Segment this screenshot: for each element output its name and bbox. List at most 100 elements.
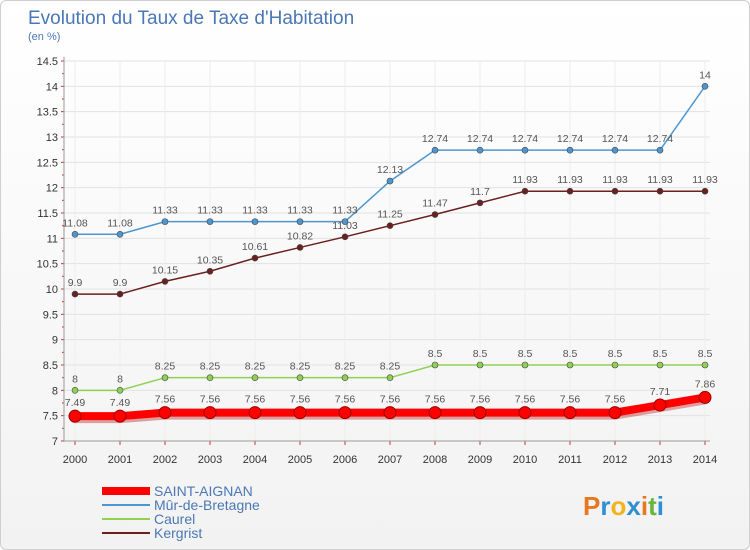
y-tick-label: 8.5	[43, 360, 58, 372]
data-label: 7.56	[245, 394, 266, 406]
data-point	[71, 387, 79, 394]
data-point	[251, 254, 259, 262]
data-point	[341, 233, 349, 241]
data-point	[203, 406, 217, 420]
data-label: 10.61	[242, 241, 268, 253]
data-point	[656, 361, 664, 369]
data-point	[428, 406, 442, 420]
data-label: 7.56	[290, 394, 311, 406]
x-tick-label: 2003	[198, 454, 222, 466]
y-tick-label: 9	[52, 335, 58, 347]
data-label: 9.9	[113, 277, 128, 289]
logo-letter: t	[648, 491, 657, 521]
data-label: 11.93	[512, 174, 538, 186]
data-point	[386, 374, 394, 381]
data-point	[521, 361, 529, 369]
x-tick-label: 2010	[513, 454, 537, 466]
legend-label: Mûr-de-Bretagne	[154, 497, 260, 513]
data-label: 7.56	[605, 394, 626, 406]
data-label: 10.82	[287, 230, 313, 242]
data-label: 11.03	[332, 220, 358, 232]
data-point	[206, 267, 214, 275]
data-point	[476, 146, 484, 154]
y-tick-label: 13	[46, 132, 58, 144]
data-point	[386, 222, 394, 229]
axes: 7 7.5 8 8.5 9 9.5 10 10.5 11 11.5 12 12.5 13 13.5 14 14…	[37, 56, 718, 466]
x-tick-label: 2007	[378, 454, 402, 466]
y-tick-label: 9.5	[43, 309, 58, 321]
logo-letter: P	[583, 491, 600, 521]
y-tick-label: 10	[46, 284, 58, 296]
data-label: 8.5	[608, 348, 623, 360]
y-tick-label: 10.5	[37, 259, 58, 271]
data-label: 11.93	[647, 174, 673, 186]
data-point	[113, 409, 127, 423]
logo-letter: x	[626, 491, 641, 521]
data-label: 12.74	[422, 133, 448, 145]
data-point	[158, 406, 172, 420]
data-point	[206, 218, 214, 225]
data-label: 8.5	[518, 348, 533, 360]
data-label: 12.74	[467, 133, 493, 145]
data-label: 7.49	[65, 397, 86, 409]
data-point	[296, 374, 304, 381]
data-point	[293, 406, 307, 420]
data-point	[476, 199, 484, 207]
proxiti-logo: Proxiti	[583, 491, 664, 521]
data-point	[341, 218, 349, 225]
data-label: 8.25	[155, 361, 176, 373]
data-label: 11.33	[332, 205, 358, 217]
data-label: 7.56	[335, 394, 356, 406]
data-label: 8.25	[245, 361, 266, 373]
data-point	[611, 187, 619, 195]
x-tick-label: 2002	[153, 454, 177, 466]
data-point	[701, 187, 709, 195]
data-point	[701, 83, 709, 90]
data-point	[341, 374, 349, 381]
x-tick-label: 2011	[558, 454, 582, 466]
data-label: 11.33	[242, 205, 268, 217]
data-label: 11.33	[197, 205, 223, 217]
x-tick-label: 2006	[333, 454, 357, 466]
data-label: 8	[117, 373, 123, 385]
data-label: 8	[72, 373, 78, 385]
data-point	[161, 374, 169, 381]
x-tick-label: 2012	[603, 454, 627, 466]
data-point	[251, 374, 259, 381]
x-tick-label: 2014	[693, 454, 717, 466]
data-point	[698, 390, 712, 404]
data-point	[521, 146, 529, 154]
data-label: 8.25	[380, 361, 401, 373]
data-point	[161, 278, 169, 285]
data-point	[71, 230, 79, 238]
x-tick-label: 2009	[468, 454, 492, 466]
data-point	[566, 361, 574, 369]
data-point	[68, 409, 82, 423]
data-point	[248, 406, 262, 420]
data-label: 7.56	[380, 394, 401, 406]
data-label: 11.93	[602, 174, 628, 186]
data-label: 9.9	[68, 277, 83, 289]
data-label: 8.5	[428, 348, 443, 360]
data-label: 11.08	[62, 217, 88, 229]
data-label: 8.5	[698, 348, 713, 360]
grid	[64, 60, 710, 442]
data-point	[656, 146, 664, 154]
logo-letter: o	[610, 491, 626, 521]
y-tick-label: 7.5	[43, 411, 58, 423]
data-label: 7.49	[110, 397, 131, 409]
y-tick-label: 14	[46, 81, 58, 93]
data-label: 7.71	[650, 386, 671, 398]
data-label: 11.33	[152, 205, 178, 217]
data-label: 11.33	[287, 205, 313, 217]
y-tick-label: 11.5	[37, 208, 58, 220]
data-point	[383, 406, 397, 420]
data-label: 7.56	[515, 394, 536, 406]
data-point	[473, 406, 487, 420]
y-tick-label: 8	[52, 385, 58, 397]
data-label: 8.5	[563, 348, 578, 360]
y-tick-label: 11	[47, 233, 58, 245]
data-point	[251, 218, 259, 225]
